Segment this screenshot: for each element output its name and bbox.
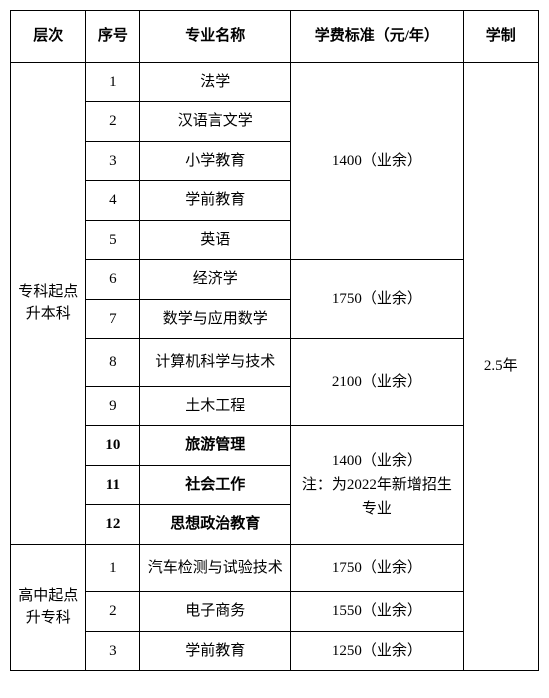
- seq-cell: 11: [86, 465, 140, 505]
- table-row: 高中起点升专科 1 汽车检测与试验技术 1750（业余）: [11, 544, 539, 592]
- major-cell: 学前教育: [140, 631, 291, 671]
- fee-cell: 1550（业余）: [291, 592, 463, 632]
- major-cell: 数学与应用数学: [140, 299, 291, 339]
- major-cell: 小学教育: [140, 141, 291, 181]
- table-row: 3 学前教育 1250（业余）: [11, 631, 539, 671]
- header-seq: 序号: [86, 11, 140, 63]
- seq-cell: 4: [86, 181, 140, 221]
- seq-cell: 8: [86, 339, 140, 387]
- fee-cell: 1750（业余）: [291, 544, 463, 592]
- seq-cell: 9: [86, 386, 140, 426]
- major-cell: 思想政治教育: [140, 505, 291, 545]
- seq-cell: 12: [86, 505, 140, 545]
- years-cell: 2.5年: [463, 62, 538, 671]
- fee-cell: 2100（业余）: [291, 339, 463, 426]
- header-level: 层次: [11, 11, 86, 63]
- table-row: 8 计算机科学与技术 2100（业余）: [11, 339, 539, 387]
- seq-cell: 2: [86, 592, 140, 632]
- tuition-table: 层次 序号 专业名称 学费标准（元/年） 学制 专科起点升本科 1 法学 140…: [10, 10, 539, 671]
- fee-cell: 1400（业余） 注：为2022年新增招生专业: [291, 426, 463, 545]
- seq-cell: 1: [86, 544, 140, 592]
- header-fee: 学费标准（元/年）: [291, 11, 463, 63]
- header-row: 层次 序号 专业名称 学费标准（元/年） 学制: [11, 11, 539, 63]
- seq-cell: 5: [86, 220, 140, 260]
- major-cell: 社会工作: [140, 465, 291, 505]
- seq-cell: 3: [86, 631, 140, 671]
- seq-cell: 7: [86, 299, 140, 339]
- seq-cell: 3: [86, 141, 140, 181]
- major-cell: 旅游管理: [140, 426, 291, 466]
- table-row: 10 旅游管理 1400（业余） 注：为2022年新增招生专业: [11, 426, 539, 466]
- seq-cell: 10: [86, 426, 140, 466]
- header-years: 学制: [463, 11, 538, 63]
- major-cell: 学前教育: [140, 181, 291, 221]
- major-cell: 汉语言文学: [140, 102, 291, 142]
- header-major: 专业名称: [140, 11, 291, 63]
- fee-line2: 注：为2022年新增招生专业: [302, 477, 452, 517]
- major-cell: 计算机科学与技术: [140, 339, 291, 387]
- major-cell: 法学: [140, 62, 291, 102]
- major-cell: 电子商务: [140, 592, 291, 632]
- fee-cell: 1750（业余）: [291, 260, 463, 339]
- seq-cell: 1: [86, 62, 140, 102]
- major-cell: 土木工程: [140, 386, 291, 426]
- major-cell: 英语: [140, 220, 291, 260]
- table-row: 6 经济学 1750（业余）: [11, 260, 539, 300]
- table-row: 专科起点升本科 1 法学 1400（业余） 2.5年: [11, 62, 539, 102]
- fee-cell: 1250（业余）: [291, 631, 463, 671]
- level-cell: 高中起点升专科: [11, 544, 86, 671]
- seq-cell: 2: [86, 102, 140, 142]
- level-cell: 专科起点升本科: [11, 62, 86, 544]
- fee-cell: 1400（业余）: [291, 62, 463, 260]
- major-cell: 经济学: [140, 260, 291, 300]
- seq-cell: 6: [86, 260, 140, 300]
- fee-line1: 1400（业余）: [332, 453, 422, 469]
- table-row: 2 电子商务 1550（业余）: [11, 592, 539, 632]
- major-cell: 汽车检测与试验技术: [140, 544, 291, 592]
